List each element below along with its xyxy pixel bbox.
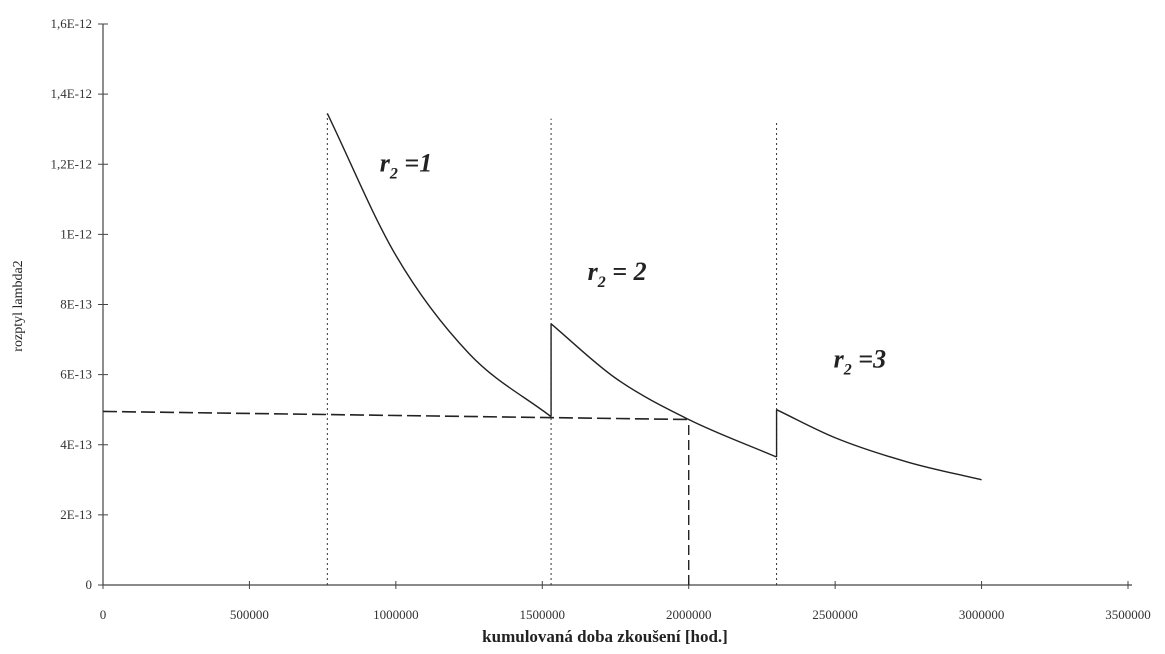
x-tick-label-7: 3500000 [1105, 607, 1151, 622]
x-tick-label-5: 2500000 [812, 607, 858, 622]
x-tick-label-1: 500000 [230, 607, 269, 622]
annotations: r2 =1 r2 = 2 r2 =3 [380, 148, 886, 378]
dashed-horizontal-line [103, 411, 689, 419]
annotation-subscript: 2 [389, 165, 398, 182]
y-axis-title: rozptyl lambda2 [11, 260, 26, 351]
y-tick-label-8: 1,6E-12 [50, 16, 92, 31]
annotation-value: =1 [398, 148, 432, 177]
annotation-subscript: 2 [597, 274, 606, 291]
y-tick-label-6: 1,2E-12 [50, 156, 92, 171]
x-tick-label-6: 3000000 [959, 607, 1005, 622]
y-tick-label-7: 1,4E-12 [50, 86, 92, 101]
series-line-segment-0 [327, 113, 551, 416]
y-tick-label-5: 1E-12 [60, 226, 92, 241]
annotation-2: r2 = 2 [588, 257, 647, 291]
x-axis-title: kumulovaná doba zkoušení [hod.] [482, 627, 728, 646]
annotation-3: r2 =3 [834, 345, 886, 379]
x-tick-label-0: 0 [100, 607, 107, 622]
y-tick-label-3: 6E-13 [60, 367, 92, 382]
series-line-segment-2 [777, 410, 982, 480]
axes: 0 500000 1000000 1500000 2000000 2500000 30000… [50, 16, 1150, 622]
x-tick-label-4: 2000000 [666, 607, 712, 622]
annotation-value: = 2 [606, 257, 647, 286]
reference-lines [103, 113, 777, 585]
series-line-segment-1 [551, 324, 777, 457]
annotation-value: =3 [852, 345, 886, 374]
y-tick-label-0: 0 [86, 577, 93, 592]
annotation-1: r2 =1 [380, 148, 432, 182]
y-tick-label-4: 8E-13 [60, 297, 92, 312]
x-tick-label-2: 1000000 [373, 607, 419, 622]
y-tick-label-2: 4E-13 [60, 437, 92, 452]
annotation-subscript: 2 [843, 362, 852, 379]
y-tick-label-1: 2E-13 [60, 507, 92, 522]
x-tick-label-3: 1500000 [520, 607, 566, 622]
